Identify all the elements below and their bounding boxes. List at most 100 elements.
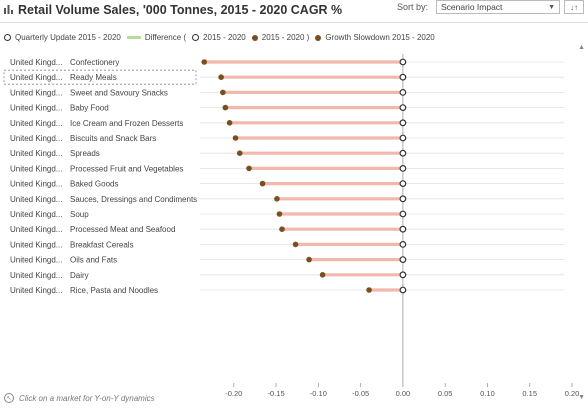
row-market-label[interactable]: United Kingd... xyxy=(10,256,62,265)
x-tick-label: 0.20 xyxy=(565,389,580,398)
legend-slowdown-label: Growth Slowdown 2015 - 2020 xyxy=(325,33,435,42)
quarterly-point[interactable] xyxy=(399,240,407,248)
slowdown-point[interactable] xyxy=(232,135,239,141)
quarterly-point[interactable] xyxy=(399,119,407,127)
header-divider xyxy=(0,22,588,23)
legend-difference[interactable]: Difference ( xyxy=(126,33,186,42)
gridlines xyxy=(200,54,564,385)
row-category-label[interactable]: Biscuits and Snack Bars xyxy=(70,134,156,143)
chart-rows: United Kingd... Confectionery United Kingd… xyxy=(3,58,407,295)
row-category-label[interactable]: Sauces, Dressings and Condiments xyxy=(70,195,197,204)
chevron-down-icon: ▼ xyxy=(548,3,555,11)
x-tick-label: 0.10 xyxy=(480,389,495,398)
row-category-label[interactable]: Soup xyxy=(70,210,89,219)
slowdown-point[interactable] xyxy=(236,150,243,156)
quarterly-point[interactable] xyxy=(399,286,407,294)
row-category-label[interactable]: Processed Fruit and Vegetables xyxy=(70,164,183,173)
row-highlight xyxy=(3,69,197,85)
x-tick-label: -0.10 xyxy=(310,389,327,398)
quarterly-point[interactable] xyxy=(399,195,407,203)
row-market-label[interactable]: United Kingd... xyxy=(10,104,62,113)
row-market-label[interactable]: United Kingd... xyxy=(10,73,62,82)
row-market-label[interactable]: United Kingd... xyxy=(10,88,62,97)
quarterly-point[interactable] xyxy=(399,104,407,111)
row-market-label[interactable]: United Kingd... xyxy=(10,195,62,204)
row-category-label[interactable]: Breakfast Cereals xyxy=(70,240,134,249)
row-market-label[interactable]: United Kingd... xyxy=(10,58,62,67)
legend-period-b: 2015 - 2020 ) xyxy=(251,33,309,42)
row-category-label[interactable]: Confectionery xyxy=(70,58,119,67)
row-category-label[interactable]: Sweet and Savoury Snacks xyxy=(70,88,168,97)
row-market-label[interactable]: United Kingd... xyxy=(10,240,62,249)
row-category-label[interactable]: Baked Goods xyxy=(70,180,118,189)
footer-hint: ↖ Click on a market for Y-on-Y dynamics xyxy=(4,393,155,403)
slowdown-point[interactable] xyxy=(319,272,326,278)
row-category-label[interactable]: Dairy xyxy=(70,271,89,280)
slowdown-point[interactable] xyxy=(366,287,372,293)
row-category-label[interactable]: Rice, Pasta and Noodles xyxy=(70,286,158,295)
x-tick-label: 0.00 xyxy=(396,389,411,398)
slowdown-point[interactable] xyxy=(259,180,266,187)
slowdown-point[interactable] xyxy=(222,104,229,111)
quarterly-point[interactable] xyxy=(399,180,407,188)
quarterly-point[interactable] xyxy=(399,88,407,96)
slowdown-point[interactable] xyxy=(292,241,299,248)
footer-hint-text: Click on a market for Y-on-Y dynamics xyxy=(19,393,155,403)
quarterly-point[interactable] xyxy=(399,164,407,172)
row-category-label[interactable]: Oils and Fats xyxy=(70,256,117,265)
sort-select[interactable]: Scenario Impact ▼ xyxy=(436,0,560,14)
legend-slowdown[interactable]: Growth Slowdown 2015 - 2020 xyxy=(315,33,435,42)
quarterly-point[interactable] xyxy=(399,73,407,81)
row-market-label[interactable]: United Kingd... xyxy=(10,271,62,280)
legend: Quarterly Update 2015 - 2020 Difference … xyxy=(4,33,441,42)
row-market-label[interactable]: United Kingd... xyxy=(10,119,62,128)
slowdown-point[interactable] xyxy=(274,196,280,202)
row-market-label[interactable]: United Kingd... xyxy=(10,134,62,143)
bar-chart-icon xyxy=(4,1,13,19)
row-market-label[interactable]: United Kingd... xyxy=(10,225,62,234)
slowdown-point[interactable] xyxy=(226,120,233,126)
quarterly-point[interactable] xyxy=(399,271,407,279)
row-category-label[interactable]: Processed Meat and Seafood xyxy=(70,225,175,234)
slowdown-point[interactable] xyxy=(218,74,224,80)
quarterly-point[interactable] xyxy=(399,256,407,264)
sort-label: Sort by: xyxy=(396,2,428,12)
row-category-label[interactable]: Spreads xyxy=(70,149,100,158)
x-tick-label: 0.15 xyxy=(522,389,537,398)
sort-direction-button[interactable]: ↓↑ xyxy=(564,0,584,14)
x-tick-label: -0.15 xyxy=(268,389,285,398)
legend-quarterly-label: Quarterly Update 2015 - 2020 xyxy=(15,33,121,42)
row-market-label[interactable]: United Kingd... xyxy=(10,286,62,295)
legend-quarterly[interactable]: Quarterly Update 2015 - 2020 xyxy=(4,33,121,42)
sort-controls: Sort by: Scenario Impact ▼ ↓↑ xyxy=(397,0,584,14)
quarterly-point[interactable] xyxy=(399,134,407,142)
row-market-label[interactable]: United Kingd... xyxy=(10,180,62,189)
slowdown-point[interactable] xyxy=(220,89,226,96)
slowdown-point[interactable] xyxy=(246,165,252,172)
dot-marker-icon xyxy=(251,34,258,41)
quarterly-point[interactable] xyxy=(399,58,407,66)
sort-select-value: Scenario Impact xyxy=(441,2,503,12)
x-axis: -0.20 -0.15 -0.10 -0.05 0.00 0.05 0.10 0.15 0.20 xyxy=(225,383,579,398)
dot-marker-icon xyxy=(315,34,322,41)
x-tick-label: 0.05 xyxy=(438,389,453,398)
row-category-label[interactable]: Ready Meals xyxy=(70,73,117,82)
slowdown-point[interactable] xyxy=(279,226,285,232)
quarterly-point[interactable] xyxy=(399,149,407,157)
line-swatch-icon xyxy=(126,36,141,39)
quarterly-point[interactable] xyxy=(399,210,407,218)
slowdown-point[interactable] xyxy=(306,256,312,263)
scroll-down-icon[interactable]: ▼ xyxy=(578,394,585,401)
legend-period-a-label: 2015 - 2020 xyxy=(203,33,246,42)
row-category-label[interactable]: Baby Food xyxy=(70,104,109,113)
slowdown-point[interactable] xyxy=(276,211,283,217)
scroll-up-icon[interactable]: ▲ xyxy=(578,44,585,51)
quarterly-point[interactable] xyxy=(399,225,407,233)
row-category-label[interactable]: Ice Cream and Frozen Desserts xyxy=(70,119,183,128)
slowdown-point[interactable] xyxy=(201,59,208,65)
row-market-label[interactable]: United Kingd... xyxy=(10,149,62,158)
row-market-label[interactable]: United Kingd... xyxy=(10,164,62,173)
cursor-icon: ↖ xyxy=(4,393,14,403)
row-market-label[interactable]: United Kingd... xyxy=(10,210,62,219)
